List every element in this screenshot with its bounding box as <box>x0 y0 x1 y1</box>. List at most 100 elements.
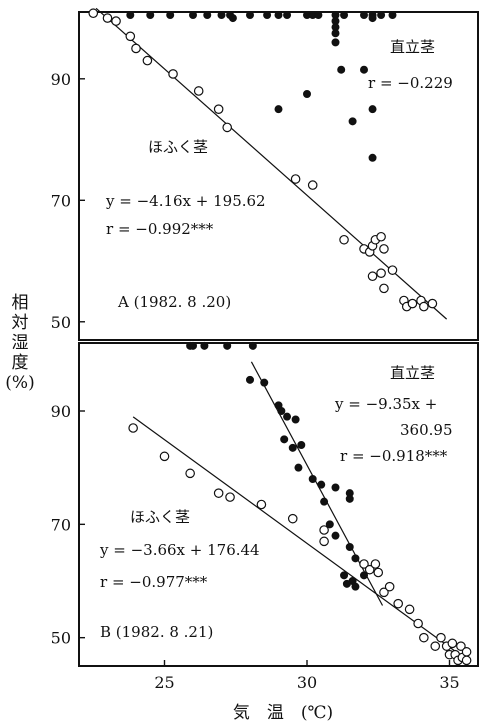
x-tick-label: 30 <box>297 673 317 692</box>
upright-stem-point <box>294 463 303 472</box>
upright-stem-point <box>217 11 226 20</box>
panel-b-points <box>128 341 472 666</box>
panel-b-ticks: 50 70 90 25 30 35 <box>51 402 460 692</box>
creeping-stem-point <box>384 581 395 592</box>
upright-stem-point <box>314 11 323 20</box>
upright-stem-point <box>331 29 340 38</box>
creeping-stem-point <box>419 632 429 643</box>
regression-line <box>95 7 448 320</box>
panel-a-points <box>88 8 438 312</box>
creeping-stem-point <box>404 604 415 615</box>
creeping-stem-point <box>213 104 224 114</box>
creeping-stem-point <box>193 86 204 96</box>
upright-stem-point <box>189 341 197 350</box>
panel-a-upright-label: 直立茎 <box>390 38 435 56</box>
upright-stem-point <box>146 11 155 20</box>
upright-stem-point <box>345 543 354 551</box>
upright-stem-point <box>368 153 377 162</box>
panel-b-creeping-equation: y = −3.66x + 176.44 <box>99 541 260 559</box>
panel-b-label: B (1982. 8 .21) <box>100 623 213 641</box>
creeping-stem-point <box>436 632 446 643</box>
upright-stem-point <box>223 341 232 350</box>
panel-b: 50 70 90 25 30 35 直立茎 y = −9.35x + 360.95 r =… <box>51 341 479 692</box>
y-axis-label-char: 度 <box>12 353 29 373</box>
panel-a-creeping-label: ほふく茎 <box>148 138 208 156</box>
x-tick-label: 25 <box>154 673 174 692</box>
creeping-stem-point <box>142 55 153 66</box>
upright-stem-point <box>360 11 368 20</box>
upright-stem-point <box>283 412 292 421</box>
upright-stem-point <box>246 11 254 20</box>
creeping-stem-point <box>319 536 329 547</box>
panel-b-frame <box>78 342 479 667</box>
creeping-stem-point <box>307 180 318 190</box>
creeping-stem-point <box>88 8 99 19</box>
upright-stem-point <box>331 38 340 47</box>
upright-stem-point <box>331 531 340 540</box>
upright-stem-point <box>340 11 349 20</box>
creeping-stem-point <box>461 655 472 666</box>
panel-a-creeping-equation: y = −4.16x + 195.62 <box>105 192 266 210</box>
upright-stem-point <box>297 441 306 449</box>
y-axis-label-char: 湿 <box>12 333 29 353</box>
y-tick-label: 50 <box>51 629 71 648</box>
panel-a-frame <box>78 11 479 341</box>
creeping-stem-point <box>376 268 386 278</box>
x-tick-label: 35 <box>439 673 459 692</box>
upright-stem-point <box>340 571 349 580</box>
creeping-stem-point <box>370 559 381 569</box>
upright-stem-point <box>280 435 289 444</box>
upright-stem-point <box>320 497 329 506</box>
creeping-stem-point <box>387 265 398 275</box>
upright-stem-point <box>388 11 397 20</box>
regression-line <box>132 416 462 656</box>
panel-b-upright-r: r = −0.918*** <box>340 447 448 465</box>
upright-stem-point <box>166 11 175 20</box>
upright-stem-point <box>377 11 386 20</box>
y-tick-label: 70 <box>51 515 71 534</box>
upright-stem-point <box>351 554 360 563</box>
creeping-stem-point <box>131 43 141 54</box>
creeping-stem-point <box>287 513 298 524</box>
panel-b-upright-intercept: 360.95 <box>400 421 453 439</box>
upright-stem-point <box>337 65 346 74</box>
creeping-stem-point <box>128 423 138 433</box>
creeping-stem-point <box>125 31 136 42</box>
panel-b-creeping-r: r = −0.977*** <box>100 573 208 591</box>
upright-stem-point <box>203 11 212 20</box>
creeping-stem-point <box>319 525 329 535</box>
upright-stem-point <box>351 582 360 591</box>
creeping-stem-point <box>456 641 466 651</box>
y-axis-label: 相 対 湿 度 (%) <box>5 293 34 393</box>
creeping-stem-point <box>427 298 438 309</box>
upright-stem-point <box>317 480 326 489</box>
creeping-stem-point <box>373 567 384 578</box>
creeping-stem-point <box>413 618 423 629</box>
upright-stem-point <box>283 11 292 20</box>
creeping-stem-point <box>111 16 121 26</box>
creeping-stem-point <box>367 271 378 282</box>
upright-stem-point <box>308 475 317 483</box>
panel-a-y-ticks: 50 70 90 <box>51 70 85 332</box>
panel-b-upright-equation: y = −9.35x + <box>334 395 437 413</box>
upright-stem-point <box>189 11 197 20</box>
upright-stem-point <box>345 494 354 503</box>
creeping-stem-point <box>213 488 224 498</box>
creeping-stem-point <box>447 638 458 649</box>
upright-stem-point <box>291 415 300 424</box>
upright-stem-point <box>331 483 340 492</box>
creeping-stem-point <box>364 564 375 575</box>
upright-stem-point <box>274 105 283 114</box>
creeping-stem-point <box>185 468 195 479</box>
creeping-stem-point <box>359 559 369 569</box>
panel-a: 50 70 90 直立茎 r = −0.229 ほふく茎 y = −4.16x + … <box>51 7 479 341</box>
creeping-stem-point <box>339 234 349 245</box>
upright-stem-point <box>277 407 286 415</box>
panel-b-upright-label: 直立茎 <box>390 364 435 382</box>
upright-stem-point <box>274 11 283 20</box>
upright-stem-point <box>342 579 351 588</box>
y-tick-label: 70 <box>51 191 71 210</box>
panel-b-creeping-label: ほふく茎 <box>130 508 190 526</box>
creeping-stem-point <box>419 301 429 312</box>
